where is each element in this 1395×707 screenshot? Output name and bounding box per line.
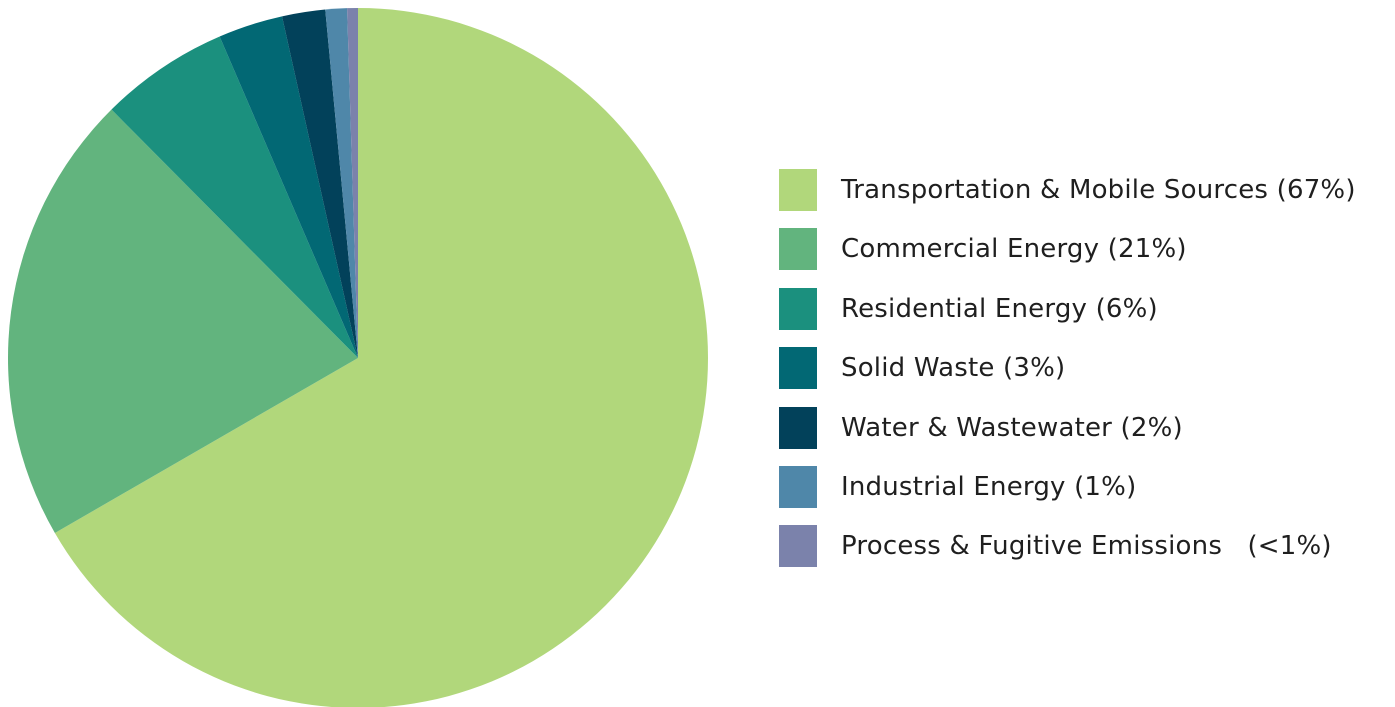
chart-legend: Transportation & Mobile Sources (67%) Co…	[779, 169, 1356, 585]
legend-swatch-water	[779, 406, 817, 449]
legend-label-transportation: Transportation & Mobile Sources (67%)	[841, 175, 1356, 205]
pie-slice-2	[111, 36, 358, 358]
legend-item-solid-waste: Solid Waste (3%)	[779, 347, 1356, 390]
legend-swatch-transportation	[779, 169, 817, 211]
pie-slice-1	[8, 109, 359, 533]
legend-label-solid-waste: Solid Waste (3%)	[841, 353, 1066, 384]
legend-swatch-commercial	[779, 228, 817, 271]
legend-label-process: Process & Fugitive Emissions (<1%)	[841, 531, 1332, 562]
pie-slice-6	[347, 8, 358, 358]
pie-slice-3	[219, 16, 358, 359]
pie-chart	[8, 8, 708, 707]
pie-slice-0	[54, 8, 708, 707]
legend-swatch-solid-waste	[779, 347, 817, 390]
legend-label-residential: Residential Energy (6%)	[841, 293, 1158, 324]
legend-item-commercial: Commercial Energy (21%)	[779, 228, 1356, 271]
legend-item-water: Water & Wastewater (2%)	[779, 406, 1356, 449]
legend-item-industrial: Industrial Energy (1%)	[779, 465, 1356, 508]
pie-slice-4	[282, 9, 358, 359]
legend-swatch-process	[779, 525, 817, 568]
legend-item-process: Process & Fugitive Emissions (<1%)	[779, 525, 1356, 568]
legend-swatch-industrial	[779, 465, 817, 508]
legend-item-transportation: Transportation & Mobile Sources (67%)	[779, 169, 1356, 211]
legend-item-residential: Residential Energy (6%)	[779, 287, 1356, 330]
legend-label-water: Water & Wastewater (2%)	[841, 412, 1183, 443]
pie-slice-5	[325, 8, 358, 358]
legend-label-industrial: Industrial Energy (1%)	[841, 471, 1137, 502]
legend-swatch-residential	[779, 287, 817, 330]
legend-label-commercial: Commercial Energy (21%)	[841, 234, 1187, 265]
